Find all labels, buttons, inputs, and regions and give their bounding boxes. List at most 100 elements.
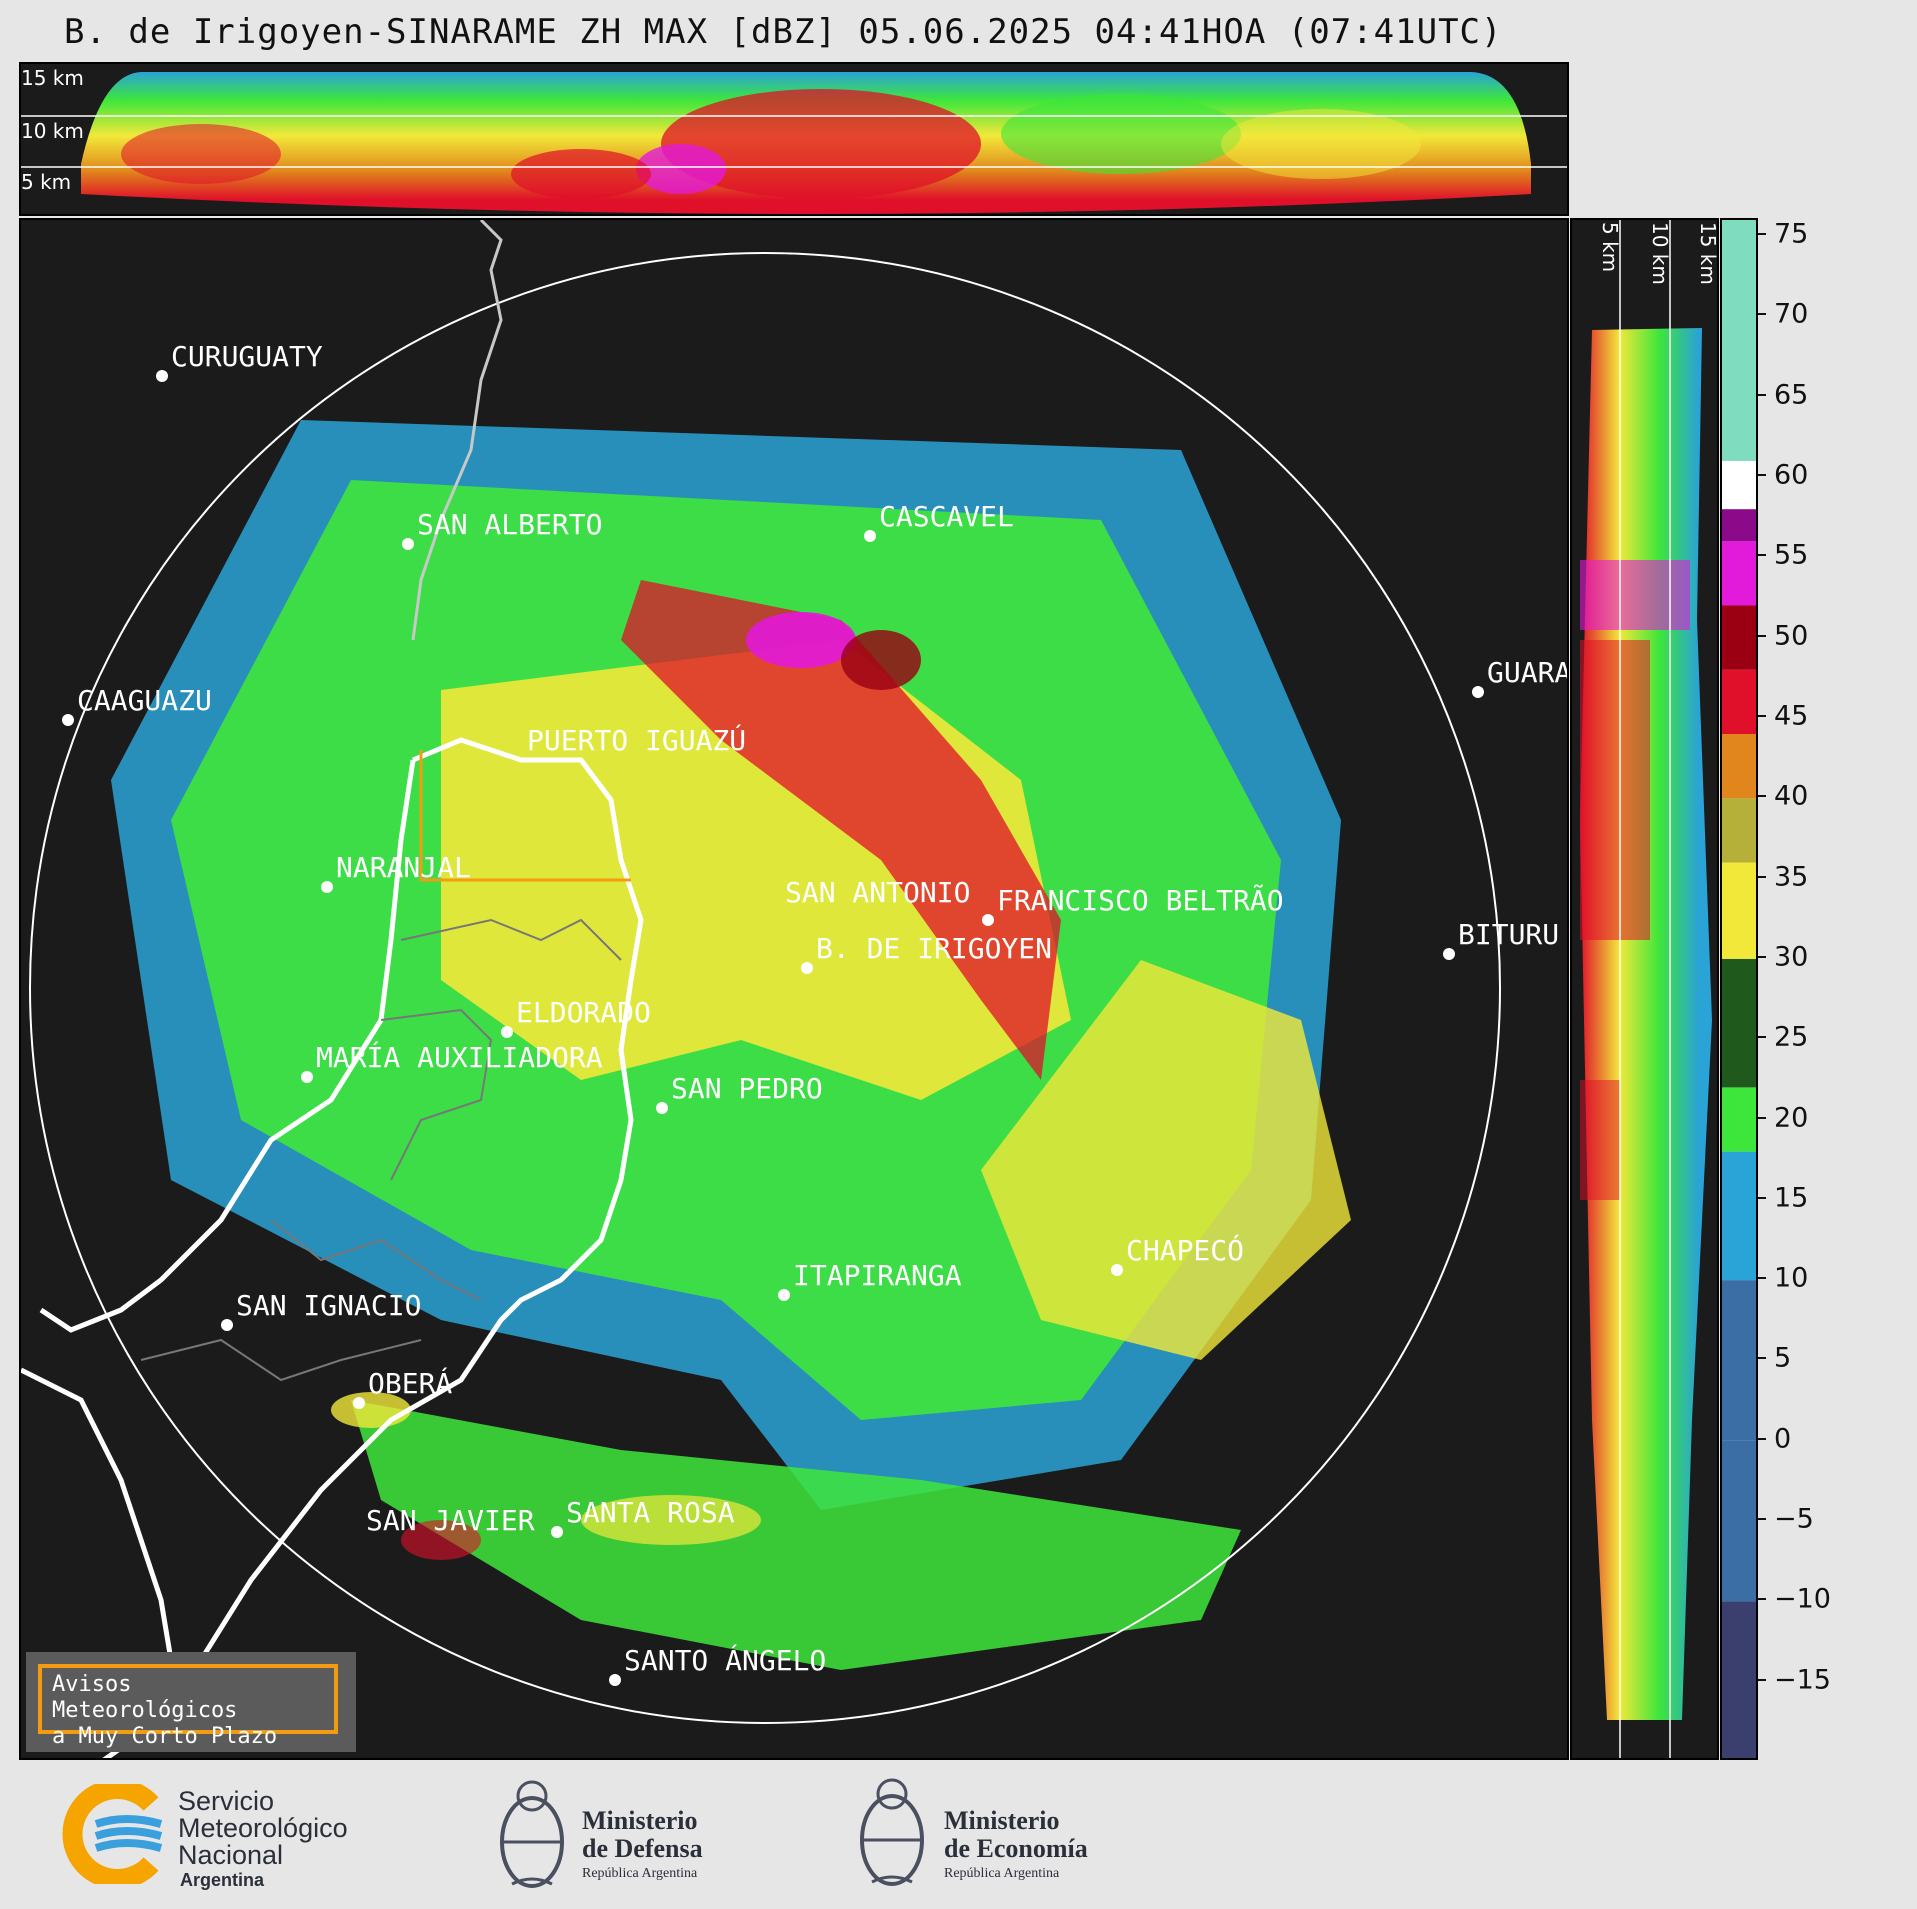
colorbar-tick-label: 35 — [1774, 861, 1809, 893]
city-label-b-de-irigoyen: B. DE IRIGOYEN — [816, 932, 1052, 965]
colorbar-tick-mark — [1758, 1116, 1766, 1119]
city-dot-naranjal — [321, 881, 333, 893]
colorbar-tick-mark — [1758, 1598, 1766, 1601]
colorbar-band — [1722, 1087, 1756, 1152]
colorbar-tick-mark — [1758, 955, 1766, 958]
city-dot-guara — [1472, 686, 1484, 698]
colorbar-tick-label: 15 — [1774, 1182, 1809, 1214]
colorbar-tick-label: 10 — [1774, 1262, 1809, 1294]
smn-line-2: Meteorológico — [178, 1813, 348, 1843]
radar-range-ring — [29, 252, 1501, 1724]
colorbar-tick-label: 20 — [1774, 1102, 1809, 1133]
colorbar-tick-mark — [1758, 1277, 1766, 1280]
top-vertical-section-panel: 15 km 10 km 5 km — [19, 62, 1569, 216]
side-km-label-10: 10 km — [1648, 222, 1672, 285]
colorbar-tick-label: 60 — [1774, 459, 1809, 491]
city-label-itapiranga: ITAPIRANGA — [793, 1259, 962, 1292]
colorbar-svg — [1722, 220, 1756, 1758]
city-dot-chapeco — [1111, 1264, 1123, 1276]
colorbar-tick-label: −5 — [1774, 1503, 1814, 1535]
colorbar-band — [1722, 460, 1756, 510]
smn-line-3: Nacional — [178, 1840, 284, 1870]
colorbar-band — [1722, 605, 1756, 670]
warning-box[interactable]: Avisos Meteorológicos a Muy Corto Plazo — [26, 1652, 356, 1752]
defensa-shield-icon — [500, 1780, 564, 1888]
city-label-san-alberto: SAN ALBERTO — [417, 508, 602, 541]
city-dot-bituru — [1443, 948, 1455, 960]
side-km-label-5: 5 km — [1598, 222, 1622, 273]
colorbar-tick-mark — [1758, 554, 1766, 557]
colorbar-tick-mark — [1758, 1678, 1766, 1681]
defensa-line-1: Ministerio — [582, 1806, 698, 1835]
city-label-san-ignacio: SAN IGNACIO — [236, 1289, 421, 1322]
city-dot-maria-auxiliadora — [301, 1071, 313, 1083]
city-dot-curuguaty — [156, 370, 168, 382]
colorbar-tick-mark — [1758, 1437, 1766, 1440]
city-label-curuguaty: CURUGUATY — [171, 340, 323, 373]
warning-line-1: Avisos Meteorológicos — [52, 1672, 238, 1723]
warning-line-2: a Muy Corto Plazo — [52, 1724, 278, 1749]
economia-line-3: República Argentina — [944, 1866, 1060, 1881]
echo-band-south — [351, 1400, 1241, 1670]
colorbar-band — [1722, 734, 1756, 799]
colorbar-tick-label: 0 — [1774, 1423, 1792, 1455]
colorbar-tick-mark — [1758, 714, 1766, 717]
colorbar-band — [1722, 541, 1756, 606]
city-label-caaguazu: CAAGUAZU — [77, 684, 212, 717]
dbz-colorbar — [1720, 218, 1758, 1760]
city-label-santa-rosa: SANTA ROSA — [566, 1496, 735, 1529]
iguazu-park-outline — [419, 750, 631, 882]
top-section-svg — [21, 72, 1567, 214]
colorbar-tick-mark — [1758, 313, 1766, 316]
city-dot-san-pedro — [656, 1102, 668, 1114]
colorbar-band — [1722, 798, 1756, 863]
city-markers — [62, 370, 1484, 1686]
colorbar-tick-label: 55 — [1774, 539, 1809, 571]
echo-core-red — [621, 580, 1061, 1080]
city-dot-san-ignacio — [221, 1319, 233, 1331]
colorbar-tick-label: 75 — [1774, 218, 1809, 250]
economia-line-2: de Economía — [944, 1834, 1088, 1863]
smn-logo-icon — [62, 1784, 163, 1884]
colorbar-band — [1722, 1601, 1756, 1758]
city-label-san-javier: SAN JAVIER — [366, 1504, 535, 1537]
city-dot-santa-rosa — [551, 1526, 563, 1538]
colorbar-tick-label: 45 — [1774, 700, 1809, 732]
colorbar-tick-mark — [1758, 393, 1766, 396]
city-dot-santo-angelo — [609, 1674, 621, 1686]
department-boundaries — [140, 918, 622, 1382]
colorbar-tick-mark — [1758, 634, 1766, 637]
city-label-francisco-beltrao: FRANCISCO BELTRÃO — [997, 884, 1284, 917]
smn-line-1: Servicio — [178, 1786, 275, 1816]
colorbar-tick-label: 30 — [1774, 941, 1809, 973]
side-section-svg — [1580, 220, 1712, 1758]
border-paraguay-brazil — [411, 220, 503, 641]
colorbar-tick-mark — [1758, 795, 1766, 798]
economia-line-1: Ministerio — [944, 1806, 1060, 1835]
city-dot-b-de-irigoyen — [801, 962, 813, 974]
city-dot-obera — [353, 1397, 365, 1409]
colorbar-tick-label: 40 — [1774, 780, 1809, 812]
city-label-bituru: BITURU — [1458, 918, 1559, 951]
echo-area-yellow-east — [981, 960, 1351, 1360]
city-label-obera: OBERÁ — [368, 1366, 452, 1400]
colorbar-tick-label: 50 — [1774, 620, 1809, 652]
colorbar-tick-label: −15 — [1774, 1664, 1831, 1696]
economia-shield-icon — [860, 1778, 924, 1886]
city-label-eldorado: ELDORADO — [516, 996, 651, 1029]
chart-title: B. de Irigoyen-SINARAME ZH MAX [dBZ] 05.… — [64, 12, 1503, 52]
colorbar-band — [1722, 220, 1756, 461]
echo-core-magenta — [746, 612, 856, 668]
city-dot-itapiranga — [778, 1289, 790, 1301]
defensa-line-3: República Argentina — [582, 1866, 698, 1881]
side-vertical-section-panel: 5 km 10 km 15 km — [1570, 218, 1719, 1760]
city-label-cascavel: CASCAVEL — [879, 500, 1014, 533]
city-label-guara: GUARA — [1487, 656, 1569, 689]
smn-line-4: Argentina — [180, 1870, 265, 1890]
border-parana-river — [39, 759, 416, 1333]
top-km-label-10: 10 km — [21, 119, 84, 143]
border-uruguay-river — [102, 737, 644, 1758]
colorbar-band — [1722, 1280, 1756, 1441]
radar-map-svg: CURUGUATY SAN ALBERTO CASCAVEL CAAGUAZU … — [21, 220, 1569, 1758]
colorbar-band — [1722, 862, 1756, 959]
